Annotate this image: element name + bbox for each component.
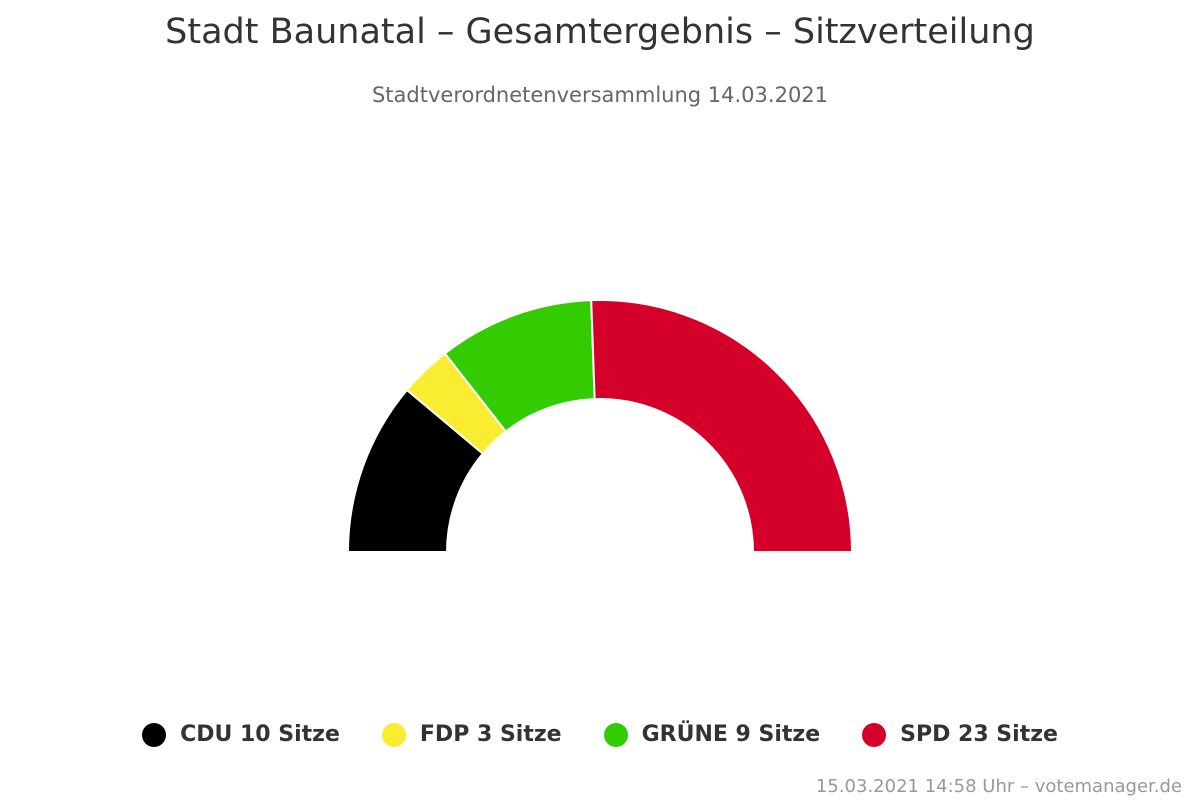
chart-title: Stadt Baunatal – Gesamtergebnis – Sitzve…	[165, 12, 1035, 52]
legend-item-fdp[interactable]: FDP 3 Sitze	[381, 722, 562, 747]
legend-item-spd[interactable]: SPD 23 Sitze	[862, 722, 1058, 747]
footer-timestamp: 15.03.2021 14:58 Uhr – votemanager.de	[815, 776, 1182, 797]
legend-label: SPD 23 Sitze	[900, 722, 1058, 747]
legend: CDU 10 Sitze FDP 3 Sitze GRÜNE 9 Sitze SPD …	[0, 722, 1200, 747]
legend-marker	[603, 722, 628, 747]
legend-item-cdu[interactable]: CDU 10 Sitze	[142, 722, 340, 747]
slice-spd[interactable]	[590, 299, 854, 553]
legend-label: GRÜNE 9 Sitze	[641, 722, 821, 747]
legend-marker	[142, 722, 167, 747]
legend-marker	[381, 722, 406, 747]
legend-item-grüne[interactable]: GRÜNE 9 Sitze	[603, 722, 821, 747]
legend-marker	[862, 722, 887, 747]
chart-subtitle: Stadtverordnetenversammlung 14.03.2021	[371, 83, 829, 107]
legend-label: FDP 3 Sitze	[419, 722, 562, 747]
legend-label: CDU 10 Sitze	[180, 722, 340, 747]
